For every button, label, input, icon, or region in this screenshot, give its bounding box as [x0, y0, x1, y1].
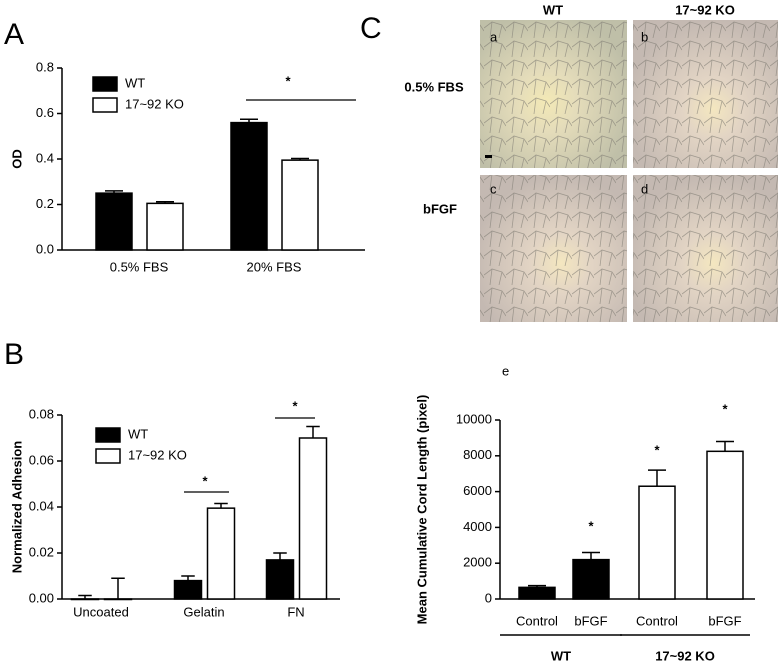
error-bar	[105, 190, 123, 194]
group-label: 17~92 KO	[655, 648, 715, 663]
row-label: bFGF	[423, 201, 457, 216]
x-tick-label: FN	[287, 604, 304, 619]
error-bar	[716, 440, 734, 452]
error-bar	[111, 577, 125, 599]
y-tick-label: 2000	[463, 555, 492, 570]
bar	[173, 579, 203, 600]
x-tick-label: Gelatin	[183, 604, 224, 619]
y-tick-label: 0.0	[36, 241, 54, 256]
x-tick-label: Control	[636, 613, 678, 628]
error-bar	[78, 594, 92, 599]
bar	[103, 598, 133, 601]
bar	[95, 192, 133, 251]
error-bar	[582, 551, 600, 560]
legend-label: 17~92 KO	[125, 96, 184, 111]
legend-label: WT	[128, 426, 148, 441]
bar	[572, 558, 610, 600]
micrograph-images	[480, 20, 778, 322]
y-tick-label: 0	[485, 590, 492, 605]
y-tick-label: 0.6	[36, 105, 54, 120]
error-bar	[240, 118, 258, 123]
error-bar	[156, 201, 174, 204]
y-tick-label: 0.04	[29, 498, 54, 513]
bar	[230, 121, 268, 251]
panel-letter: d	[641, 181, 648, 196]
bar	[265, 559, 295, 600]
y-tick-label: 0.00	[29, 590, 54, 605]
y-axis-label: OD	[9, 149, 24, 169]
x-tick-label: bFGF	[708, 613, 741, 628]
panel-letter: a	[490, 29, 498, 44]
y-tick-label: 0.08	[29, 406, 54, 421]
bar	[146, 202, 184, 251]
bar	[206, 507, 236, 600]
significance-star: *	[292, 398, 298, 413]
y-tick-label: 0.06	[29, 452, 54, 467]
x-tick-label: 20% FBS	[247, 259, 302, 274]
bar	[638, 485, 676, 600]
panel-label: C	[360, 12, 382, 45]
x-tick-label: bFGF	[574, 613, 607, 628]
panel-label: B	[4, 338, 24, 371]
error-bar	[648, 469, 666, 487]
y-tick-label: 0.02	[29, 544, 54, 559]
legend-swatch	[95, 427, 121, 443]
y-tick-label: 8000	[463, 447, 492, 462]
y-tick-label: 0.4	[36, 150, 54, 165]
x-tick-label: Uncoated	[73, 604, 129, 619]
error-bar	[528, 584, 546, 588]
panel-letter: c	[490, 181, 497, 196]
row-label: 0.5% FBS	[404, 79, 464, 94]
y-tick-label: 10000	[456, 411, 492, 426]
column-label: 17~92 KO	[675, 2, 735, 17]
panel-letter: b	[641, 29, 648, 44]
legend-swatch	[92, 97, 118, 113]
bar	[70, 598, 100, 601]
error-bar	[273, 552, 287, 560]
error-bar	[214, 502, 228, 509]
significance-star: *	[285, 73, 291, 88]
column-label: WT	[543, 2, 563, 17]
y-tick-label: 0.2	[36, 196, 54, 211]
significance-star: *	[588, 518, 594, 533]
x-tick-label: 0.5% FBS	[110, 259, 169, 274]
legend-swatch	[95, 448, 121, 464]
y-tick-label: 6000	[463, 483, 492, 498]
y-axis-label: Mean Cumulative Cord Length (pixel)	[414, 395, 429, 625]
bar	[298, 437, 328, 600]
error-bar	[181, 575, 195, 581]
error-bar	[291, 157, 309, 161]
chart-title: e	[502, 363, 509, 378]
y-tick-label: 0.8	[36, 59, 54, 74]
legend-label: 17~92 KO	[128, 447, 187, 462]
error-bar	[306, 425, 320, 438]
y-axis-label: Normalized Adhesion	[9, 441, 24, 573]
significance-star: *	[654, 442, 660, 457]
y-tick-label: 4000	[463, 519, 492, 534]
legend-swatch	[92, 76, 118, 92]
significance-star: *	[202, 473, 208, 488]
x-tick-label: Control	[516, 613, 558, 628]
bar	[518, 586, 556, 600]
legend-label: WT	[125, 75, 145, 90]
bar	[706, 450, 744, 600]
significance-star: *	[722, 401, 728, 416]
group-label: WT	[551, 648, 571, 663]
panel-label: A	[4, 18, 24, 51]
bar	[281, 159, 319, 251]
